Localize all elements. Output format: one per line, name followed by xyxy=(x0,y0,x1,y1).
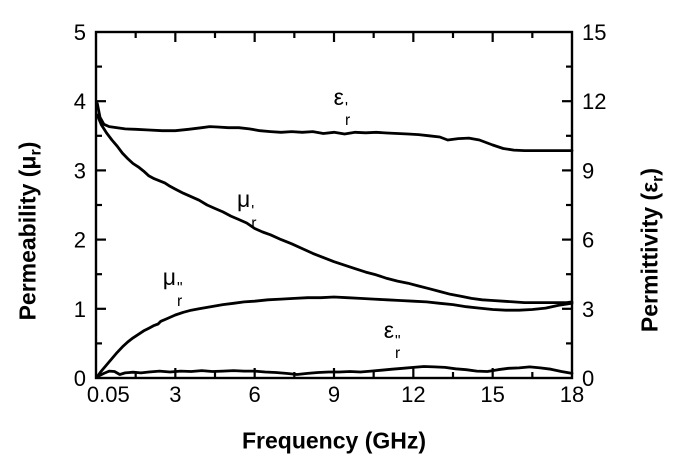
mu-symbol: μ xyxy=(14,155,41,170)
eps-prime-label-prime: ' xyxy=(344,99,348,117)
x-tick-label: 0.05 xyxy=(87,382,130,407)
mu-double-prime-label-scripts: " r xyxy=(177,280,183,310)
right-axis-title: Permittivity (εr) xyxy=(637,168,668,332)
eps-prime-label: ε ' r xyxy=(333,83,351,130)
right-axis-title-text: Permittivity ( xyxy=(636,192,663,333)
y-left-tick-label: 2 xyxy=(74,228,86,253)
mu-prime-label-prime: ' xyxy=(251,202,255,220)
eps-double-prime-label: ε " r xyxy=(383,316,401,363)
x-tick-label: 9 xyxy=(328,382,340,407)
mu-prime-label-scripts: ' r xyxy=(251,202,257,233)
epsilon-subscript: r xyxy=(648,175,667,182)
series-mu_r_double_prime xyxy=(95,295,574,379)
mu-prime-label: μ ' r xyxy=(236,186,257,233)
y-left-tick-label: 4 xyxy=(74,89,86,114)
y-right-tick-label: 12 xyxy=(582,89,606,114)
y-right-tick-label: 6 xyxy=(582,228,594,253)
plot-frame xyxy=(94,30,574,380)
y-right-tick-label: 9 xyxy=(582,158,594,183)
y-right-tick-label: 3 xyxy=(582,297,594,322)
mu-double-prime-label-sub: r xyxy=(177,292,183,310)
left-axis-title-suffix: ) xyxy=(14,141,41,150)
right-axis-title-suffix: ) xyxy=(636,167,663,176)
x-axis-title: Frequency (GHz) xyxy=(241,427,427,454)
eps-prime-label-symbol: ε xyxy=(333,83,344,110)
mu-double-prime-label-symbol: μ xyxy=(162,263,177,290)
mu-prime-label-symbol: μ xyxy=(236,186,251,213)
eps-prime-label-sub: r xyxy=(344,112,351,130)
y-left-tick-label: 0 xyxy=(74,366,86,391)
mu-double-prime-label: μ " r xyxy=(162,263,183,310)
series-eps_r_prime xyxy=(95,102,574,153)
eps-double-prime-label-prime: " xyxy=(395,332,401,350)
series-eps_r_double_prime xyxy=(95,365,574,379)
y-left-tick-label: 3 xyxy=(74,158,86,183)
left-axis-title: Permeability (μr) xyxy=(15,142,46,321)
left-axis-title-text: Permeability ( xyxy=(14,169,41,321)
series-mu_r_prime xyxy=(95,113,574,305)
x-tick-label: 12 xyxy=(401,382,425,407)
x-tick-label: 15 xyxy=(480,382,504,407)
mu-subscript: r xyxy=(26,149,45,156)
y-right-tick-label: 0 xyxy=(582,366,594,391)
epsilon-symbol: ε xyxy=(636,181,663,193)
mu-double-prime-label-prime: " xyxy=(177,280,183,298)
y-left-tick-label: 1 xyxy=(74,297,86,322)
eps-double-prime-label-symbol: ε xyxy=(383,316,395,343)
y-right-tick-label: 15 xyxy=(582,20,606,45)
eps-prime-label-scripts: ' r xyxy=(344,99,351,130)
y-left-tick-label: 5 xyxy=(74,20,86,45)
mu-prime-label-sub: r xyxy=(251,215,257,233)
x-tick-label: 3 xyxy=(169,382,181,407)
x-tick-label: 18 xyxy=(560,382,584,407)
eps-double-prime-label-scripts: " r xyxy=(395,332,401,363)
eps-double-prime-label-sub: r xyxy=(395,345,401,363)
x-tick-label: 6 xyxy=(249,382,261,407)
